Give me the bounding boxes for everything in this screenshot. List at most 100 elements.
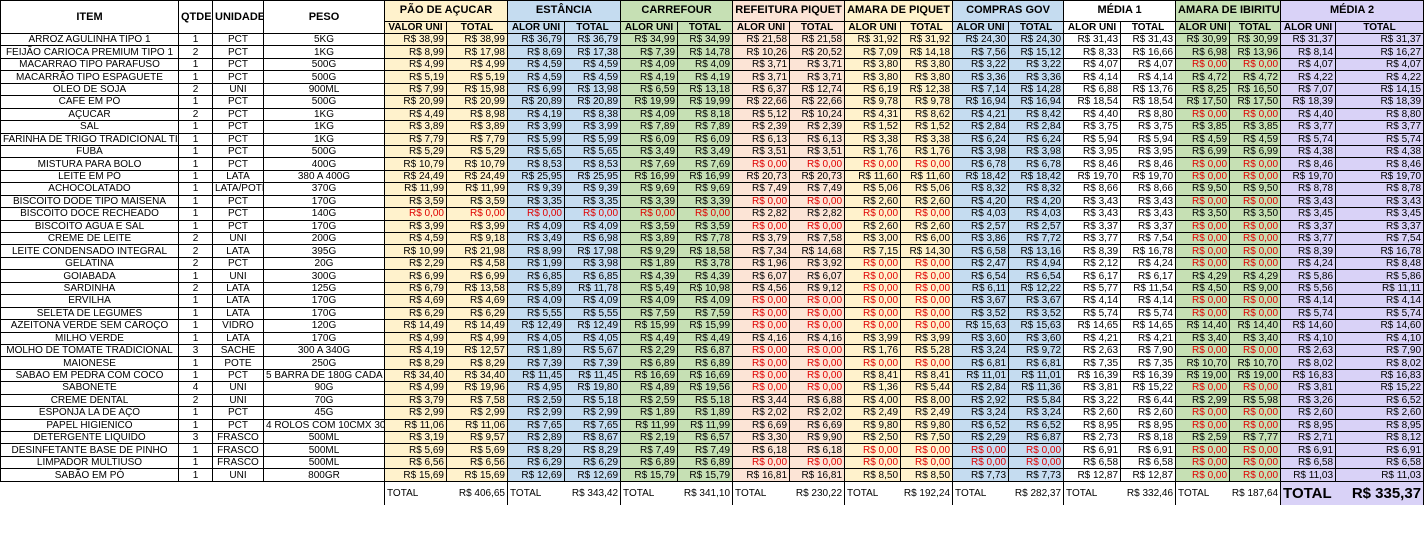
total-cell[interactable]: R$ 4,72 <box>1229 70 1282 84</box>
unit-price-cell[interactable]: R$ 3,98 <box>952 144 1010 159</box>
unit-price-cell[interactable]: R$ 15,79 <box>620 468 679 482</box>
total-cell[interactable]: R$ 4,39 <box>677 269 734 283</box>
unit-price-cell[interactable]: R$ 0,00 <box>844 443 902 457</box>
unidade-cell[interactable]: LATA <box>212 306 264 321</box>
unit-price-cell[interactable]: R$ 8,99 <box>507 244 565 258</box>
unit-price-cell[interactable]: R$ 7,07 <box>1280 82 1337 97</box>
total-cell[interactable]: R$ 34,40 <box>446 368 508 383</box>
total-cell[interactable]: R$ 6,88 <box>789 393 846 408</box>
total-cell[interactable]: R$ 6,09 <box>677 132 734 146</box>
item-cell[interactable]: DESINFETANTE BASE DE PINHO <box>0 443 179 457</box>
unit-price-cell[interactable]: R$ 6,07 <box>732 269 791 283</box>
unit-price-cell[interactable]: R$ 20,99 <box>384 95 447 109</box>
unidade-cell[interactable]: UNI <box>212 82 264 97</box>
unit-price-cell[interactable]: R$ 1,76 <box>844 144 902 159</box>
unit-price-cell[interactable]: R$ 2,50 <box>844 430 902 445</box>
unit-price-cell[interactable]: R$ 6,91 <box>1063 443 1122 457</box>
total-cell[interactable]: R$ 8,18 <box>1120 430 1177 445</box>
total-cell[interactable]: R$ 15,69 <box>446 468 508 482</box>
item-cell[interactable]: CREME DE LEITE <box>0 231 179 246</box>
peso-cell[interactable]: 170G <box>263 306 385 321</box>
total-cell[interactable]: R$ 3,59 <box>677 219 734 234</box>
total-cell[interactable]: R$ 0,00 <box>1008 455 1065 470</box>
total-cell[interactable]: R$ 0,00 <box>900 256 954 271</box>
total-cell[interactable]: R$ 16,94 <box>1008 95 1065 109</box>
peso-cell[interactable]: 120G <box>263 319 385 333</box>
unit-price-cell[interactable]: R$ 4,14 <box>1280 294 1337 308</box>
total-cell[interactable]: R$ 7,49 <box>789 182 846 196</box>
total-cell[interactable]: R$ 7,77 <box>1229 430 1282 445</box>
unit-price-cell[interactable]: R$ 8,53 <box>507 157 565 171</box>
total-cell[interactable]: R$ 21,58 <box>789 32 846 47</box>
unit-price-cell[interactable]: R$ 3,79 <box>732 231 791 246</box>
peso-cell[interactable]: 125G <box>263 281 385 296</box>
total-cell[interactable]: R$ 7,58 <box>446 393 508 408</box>
unidade-cell[interactable]: UNI <box>212 269 264 283</box>
total-cell[interactable]: R$ 0,00 <box>1229 294 1282 308</box>
total-cell[interactable]: R$ 19,56 <box>677 381 734 395</box>
total-cell[interactable]: R$ 6,56 <box>446 455 508 470</box>
unit-price-cell[interactable]: R$ 6,98 <box>1175 45 1231 59</box>
unit-price-cell[interactable]: R$ 6,29 <box>384 306 447 321</box>
unit-price-cell[interactable]: R$ 0,00 <box>844 319 902 333</box>
total-cell[interactable]: R$ 2,57 <box>1008 219 1065 234</box>
unit-price-cell[interactable]: R$ 8,29 <box>507 443 565 457</box>
unit-price-cell[interactable]: R$ 3,24 <box>952 343 1010 358</box>
peso-cell[interactable]: 170G <box>263 294 385 308</box>
total-cell[interactable]: R$ 6,69 <box>789 418 846 433</box>
total-cell[interactable]: R$ 8,41 <box>900 368 954 383</box>
unit-price-cell[interactable]: R$ 7,79 <box>384 132 447 146</box>
unit-price-cell[interactable]: R$ 4,39 <box>620 269 679 283</box>
peso-cell[interactable]: 170G <box>263 219 385 234</box>
total-cell[interactable]: R$ 19,96 <box>446 381 508 395</box>
total-cell[interactable]: R$ 11,60 <box>900 169 954 184</box>
total-cell[interactable]: R$ 11,03 <box>1335 468 1425 482</box>
qtde-cell[interactable]: 1 <box>178 319 213 333</box>
total-cell[interactable]: R$ 3,49 <box>677 144 734 159</box>
total-cell[interactable]: R$ 19,70 <box>1120 169 1177 184</box>
unit-price-cell[interactable]: R$ 16,99 <box>620 169 679 184</box>
total-cell[interactable]: R$ 0,00 <box>1229 157 1282 171</box>
unit-price-cell[interactable]: R$ 6,24 <box>952 132 1010 146</box>
unit-price-cell[interactable]: R$ 6,78 <box>952 157 1010 171</box>
item-cell[interactable]: SELETA DE LEGUMES <box>0 306 179 321</box>
qtde-cell[interactable]: 1 <box>178 306 213 321</box>
total-cell[interactable]: R$ 3,39 <box>677 194 734 209</box>
unit-price-cell[interactable]: R$ 4,05 <box>507 331 565 345</box>
unit-price-cell[interactable]: R$ 9,39 <box>507 182 565 196</box>
unit-price-cell[interactable]: R$ 25,95 <box>507 169 565 184</box>
unit-price-cell[interactable]: R$ 6,81 <box>952 356 1010 370</box>
item-cell[interactable]: MISTURA PARA BOLO <box>0 157 179 171</box>
item-cell[interactable]: DETERGENTE LIQUIDO <box>0 430 179 445</box>
peso-cell[interactable]: 4 ROLOS COM 10CMX 30M <box>263 418 385 433</box>
unit-price-cell[interactable]: R$ 3,86 <box>952 231 1010 246</box>
total-cell[interactable]: R$ 13,98 <box>563 82 622 97</box>
total-cell[interactable]: R$ 18,54 <box>1120 95 1177 109</box>
total-cell[interactable]: R$ 16,69 <box>677 368 734 383</box>
total-cell[interactable]: R$ 10,79 <box>446 157 508 171</box>
unit-price-cell[interactable]: R$ 4,14 <box>1063 70 1122 84</box>
peso-cell[interactable]: 500G <box>263 95 385 109</box>
total-cell[interactable]: R$ 2,60 <box>1120 406 1177 420</box>
unit-price-cell[interactable]: R$ 2,29 <box>952 430 1010 445</box>
unit-price-cell[interactable]: R$ 2,59 <box>620 393 679 408</box>
total-cell[interactable]: R$ 13,16 <box>1008 244 1065 258</box>
unit-price-cell[interactable]: R$ 0,00 <box>1175 418 1231 433</box>
unit-price-cell[interactable]: R$ 5,86 <box>1280 269 1337 283</box>
qtde-cell[interactable]: 1 <box>178 455 213 470</box>
unit-price-cell[interactable]: R$ 10,79 <box>384 157 447 171</box>
unidade-cell[interactable]: LATA <box>212 281 264 296</box>
total-cell[interactable]: R$ 0,00 <box>1229 406 1282 420</box>
total-cell[interactable]: R$ 6,87 <box>1008 430 1065 445</box>
total-cell[interactable]: R$ 6,29 <box>446 306 508 321</box>
total-cell[interactable]: R$ 5,74 <box>1120 306 1177 321</box>
total-cell[interactable]: R$ 9,57 <box>446 430 508 445</box>
unit-price-cell[interactable]: R$ 0,00 <box>732 319 791 333</box>
unit-price-cell[interactable]: R$ 6,89 <box>620 455 679 470</box>
unit-price-cell[interactable]: R$ 2,84 <box>952 120 1010 134</box>
item-cell[interactable]: SABÃO EM PÓ <box>0 468 179 482</box>
unit-price-cell[interactable]: R$ 6,19 <box>844 82 902 97</box>
unit-price-cell[interactable]: R$ 8,29 <box>384 356 447 370</box>
total-cell[interactable]: R$ 3,98 <box>1008 144 1065 159</box>
unidade-cell[interactable]: PCT <box>212 368 264 383</box>
